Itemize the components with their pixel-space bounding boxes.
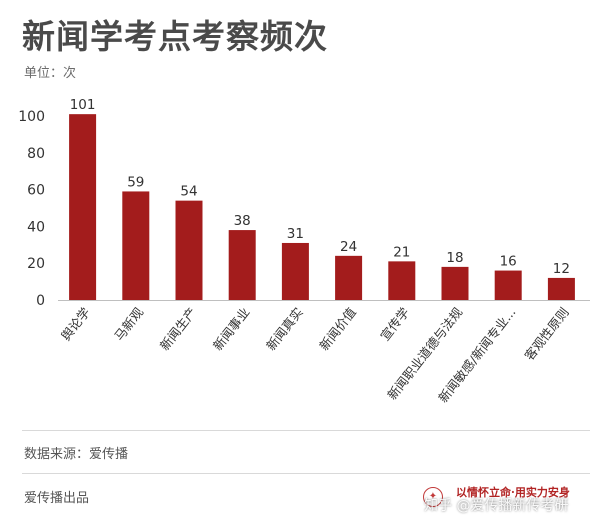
x-tick-label: 新闻价值 bbox=[316, 305, 359, 354]
x-tick-label: 客观性原则 bbox=[521, 305, 571, 363]
bar-value-label: 18 bbox=[446, 250, 463, 266]
footer-divider-bottom bbox=[22, 473, 590, 474]
bar bbox=[494, 270, 522, 300]
y-tick-label: 0 bbox=[36, 293, 45, 309]
y-tick-label: 100 bbox=[18, 109, 45, 125]
x-tick-label: 新闻事业 bbox=[210, 305, 253, 354]
x-tick-label: 宣传学 bbox=[377, 305, 412, 344]
y-tick-label: 80 bbox=[27, 146, 45, 162]
bar bbox=[388, 261, 416, 300]
unit-label: 单位：次 bbox=[24, 66, 77, 81]
bar-chart: 0 20 40 60 80 100 101 舆论学 59 马新观 54 新闻生产 38 新闻事业 31 新闻真… bbox=[18, 97, 590, 405]
bar bbox=[281, 242, 309, 300]
footer-divider-top bbox=[22, 430, 590, 431]
bar bbox=[335, 255, 363, 300]
bar-value-label: 38 bbox=[234, 213, 251, 229]
y-tick-label: 40 bbox=[27, 219, 45, 235]
y-tick-label: 20 bbox=[27, 256, 45, 272]
bar bbox=[547, 277, 575, 300]
bar bbox=[441, 266, 469, 300]
bar bbox=[175, 200, 203, 300]
x-tick-label: 马新观 bbox=[111, 304, 146, 343]
bar-value-label: 31 bbox=[287, 226, 304, 242]
x-tick-label: 新闻生产 bbox=[157, 305, 200, 354]
bar bbox=[69, 114, 97, 300]
bar bbox=[228, 230, 256, 300]
y-tick-label: 60 bbox=[27, 183, 45, 199]
bar-value-label: 16 bbox=[500, 254, 517, 270]
bar bbox=[122, 191, 150, 300]
data-source: 数据来源：爱传播 bbox=[24, 447, 129, 462]
producer-credit: 爱传播出品 bbox=[24, 491, 90, 506]
bar-value-label: 12 bbox=[553, 261, 570, 277]
bar-value-label: 21 bbox=[393, 244, 410, 260]
bar-value-label: 24 bbox=[340, 239, 357, 255]
seal-icon: ✦ bbox=[423, 487, 443, 507]
bar-value-label: 54 bbox=[180, 184, 197, 200]
x-tick-label: 新闻真实 bbox=[263, 305, 306, 354]
x-tick-label: 舆论学 bbox=[58, 305, 93, 344]
slogan-text: 以情怀立命·用实力安身 bbox=[456, 486, 570, 499]
bar-value-label: 101 bbox=[70, 97, 96, 113]
watermark-text: 知乎 @爱传播新传考研 bbox=[424, 498, 569, 514]
bar-value-label: 59 bbox=[127, 174, 144, 190]
chart-title: 新闻学考点考察频次 bbox=[22, 17, 328, 56]
